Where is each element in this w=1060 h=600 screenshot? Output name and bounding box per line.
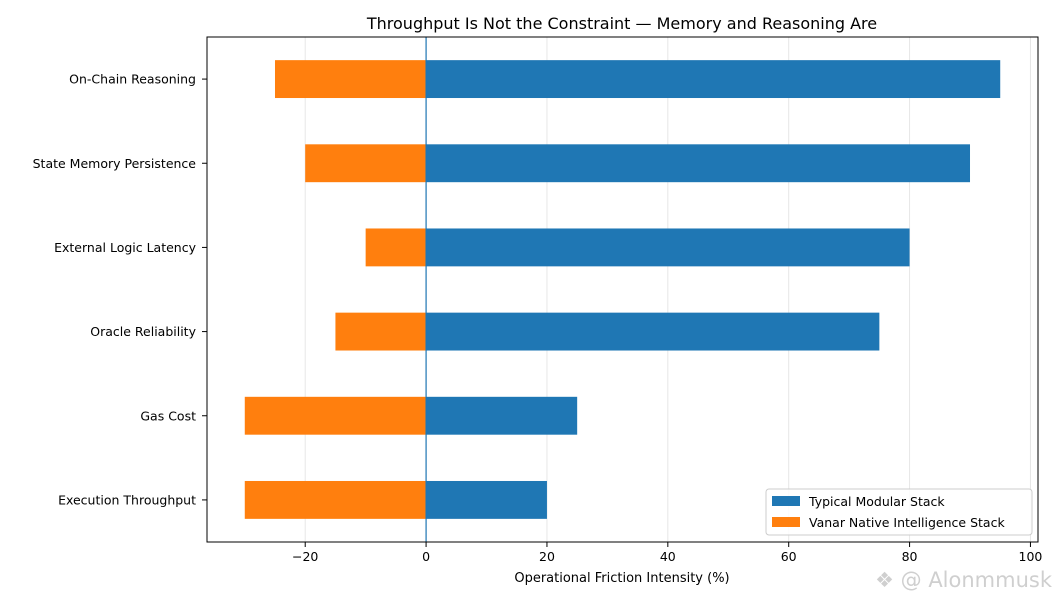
y-tick-label: On-Chain Reasoning bbox=[69, 72, 196, 87]
grid-lines bbox=[304, 37, 1031, 542]
bar bbox=[244, 480, 427, 519]
x-axis-label: Operational Friction Intensity (%) bbox=[514, 571, 729, 586]
y-tick-label: Oracle Reliability bbox=[90, 324, 196, 339]
y-axis-ticks: Execution Throughput Gas Cost Oracle Relia… bbox=[33, 72, 207, 507]
x-tick-label: 20 bbox=[539, 549, 555, 564]
bar bbox=[274, 60, 427, 99]
bar bbox=[426, 480, 547, 519]
axes-frame bbox=[206, 36, 1039, 543]
x-tick-label: 80 bbox=[902, 549, 918, 564]
bar bbox=[426, 228, 910, 267]
y-tick-label: Execution Throughput bbox=[58, 492, 196, 507]
legend-label: Typical Modular Stack bbox=[808, 494, 945, 509]
x-tick-label: 100 bbox=[1019, 549, 1043, 564]
chart-title: Throughput Is Not the Constraint — Memor… bbox=[366, 14, 877, 33]
legend-label: Vanar Native Intelligence Stack bbox=[809, 515, 1005, 530]
legend-swatch bbox=[772, 517, 800, 527]
y-tick-label: External Logic Latency bbox=[54, 240, 196, 255]
bar bbox=[305, 144, 427, 183]
y-tick-label: Gas Cost bbox=[140, 408, 196, 423]
watermark-text: @ Alonmmusk bbox=[900, 568, 1052, 592]
x-tick-label: −20 bbox=[292, 549, 318, 564]
legend-swatch bbox=[772, 496, 800, 506]
logo-icon: ❖ bbox=[875, 568, 894, 592]
legend-frame bbox=[765, 488, 1033, 536]
x-tick-label: 60 bbox=[781, 549, 797, 564]
y-tick-label: State Memory Persistence bbox=[33, 156, 197, 171]
x-axis-ticks: −20 0 20 40 60 80 100 bbox=[292, 542, 1042, 564]
watermark: ❖ @ Alonmmusk bbox=[875, 568, 1052, 592]
bar bbox=[426, 144, 971, 183]
bar bbox=[365, 228, 427, 267]
bar bbox=[426, 396, 578, 435]
bar bbox=[426, 312, 880, 351]
x-tick-label: 0 bbox=[422, 549, 430, 564]
legend: Typical Modular Stack Vanar Native Intell… bbox=[765, 488, 1033, 536]
bars bbox=[244, 60, 1001, 519]
bar bbox=[335, 312, 427, 351]
x-tick-label: 40 bbox=[660, 549, 676, 564]
bar bbox=[426, 60, 1001, 99]
bar bbox=[244, 396, 427, 435]
